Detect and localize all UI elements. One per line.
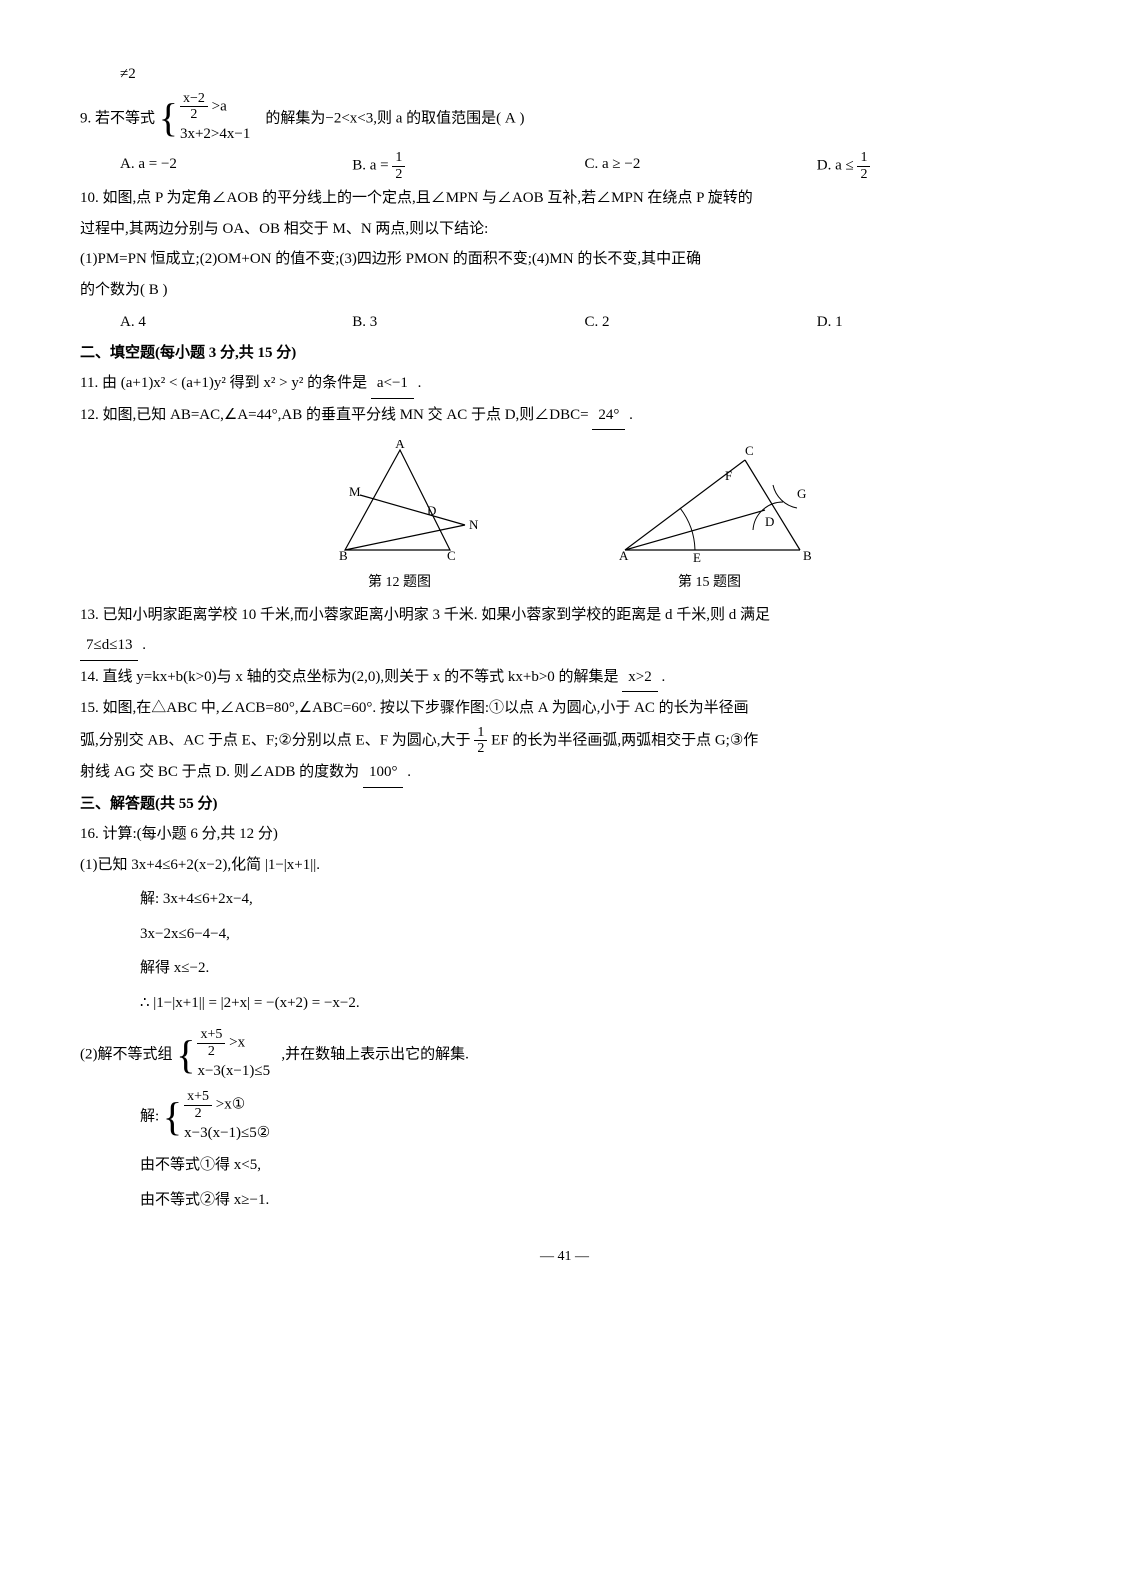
- svg-text:B: B: [339, 548, 348, 563]
- q15-line3: 射线 AG 交 BC 于点 D. 则∠ADB 的度数为 100° .: [80, 758, 1049, 788]
- q15-line2: 弧,分别交 AB、AC 于点 E、F;②分别以点 E、F 为圆心,大于 12 E…: [80, 725, 1049, 757]
- q9-answer: A: [505, 110, 516, 126]
- svg-text:A: A: [395, 440, 405, 451]
- figure-15: A B C D E F G 第 15 题图: [605, 440, 815, 597]
- q10-line2: 过程中,其两边分别与 OA、OB 相交于 M、N 两点,则以下结论:: [80, 215, 1049, 244]
- q9-system: { x−22 >a 3x+2>4x−1: [159, 91, 251, 147]
- q10-line4: 的个数为( B ): [80, 276, 1049, 305]
- question-11: 11. 由 (a+1)x² < (a+1)y² 得到 x² > y² 的条件是 …: [80, 369, 1049, 399]
- figure-12-caption: 第 12 题图: [315, 570, 485, 597]
- question-13: 13. 已知小明家距离学校 10 千米,而小蓉家距离小明家 3 千米. 如果小蓉…: [80, 601, 1049, 630]
- page-number: — 41 —: [80, 1244, 1049, 1271]
- question-9: 9. 若不等式 { x−22 >a 3x+2>4x−1 的解集为−2<x<3,则…: [80, 91, 1049, 147]
- q13-answer: 7≤d≤13: [80, 631, 138, 661]
- q10-choices: A. 4 B. 3 C. 2 D. 1: [120, 308, 1049, 337]
- q9-lead: 若不等式: [95, 110, 155, 126]
- question-16: 16. 计算:(每小题 6 分,共 12 分): [80, 820, 1049, 849]
- q15-answer: 100°: [363, 758, 404, 788]
- q9-num: 9.: [80, 110, 91, 126]
- q16-part1: (1)已知 3x+4≤6+2(x−2),化简 |1−|x+1||.: [80, 851, 1049, 880]
- q10-answer: B: [149, 282, 159, 298]
- svg-text:D: D: [427, 503, 436, 518]
- svg-text:C: C: [447, 548, 456, 563]
- figure-12: A B C M N D 第 12 题图: [315, 440, 485, 597]
- question-12: 12. 如图,已知 AB=AC,∠A=44°,AB 的垂直平分线 MN 交 AC…: [80, 401, 1049, 431]
- section-2-header: 二、填空题(每小题 3 分,共 15 分): [80, 339, 1049, 368]
- svg-text:D: D: [765, 514, 774, 529]
- q12-answer: 24°: [592, 401, 625, 431]
- svg-text:M: M: [349, 484, 361, 499]
- q10-choice-c: C. 2: [585, 308, 817, 337]
- q9-tail: 的解集为−2<x<3,则 a 的取值范围是(: [265, 110, 501, 126]
- q9-choices: A. a = −2 B. a = 12 C. a ≥ −2 D. a ≤ 12: [120, 150, 1049, 182]
- q10-choice-d: D. 1: [817, 308, 1049, 337]
- q16-part2: (2)解不等式组 { x+52 >x x−3(x−1)≤5 ,并在数轴上表示出它…: [80, 1027, 1049, 1083]
- svg-text:A: A: [619, 548, 629, 563]
- svg-text:G: G: [797, 486, 806, 501]
- q9-choice-a: A. a = −2: [120, 150, 352, 182]
- q9-choice-d: D. a ≤ 12: [817, 150, 1049, 182]
- q14-answer: x>2: [622, 663, 657, 693]
- q9-choice-c: C. a ≥ −2: [585, 150, 817, 182]
- question-10: 10. 如图,点 P 为定角∠AOB 的平分线上的一个定点,且∠MPN 与∠AO…: [80, 184, 1049, 213]
- q10-choice-b: B. 3: [352, 308, 584, 337]
- figure-row: A B C M N D 第 12 题图 A B C D E F G 第 15 题…: [80, 440, 1049, 597]
- q10-line3: (1)PM=PN 恒成立;(2)OM+ON 的值不变;(3)四边形 PMON 的…: [80, 245, 1049, 274]
- q13-answer-line: 7≤d≤13 .: [80, 631, 1049, 661]
- fragment-neq2: ≠2: [120, 60, 1049, 89]
- q9-choice-b: B. a = 12: [352, 150, 584, 182]
- q10-choice-a: A. 4: [120, 308, 352, 337]
- q16-sol1: 解: 3x+4≤6+2x−4, 3x−2x≤6−4−4, 解得 x≤−2. ∴ …: [140, 885, 1049, 1017]
- svg-text:F: F: [725, 468, 732, 483]
- question-15: 15. 如图,在△ABC 中,∠ACB=80°,∠ABC=60°. 按以下步骤作…: [80, 694, 1049, 723]
- svg-text:C: C: [745, 443, 754, 458]
- q16-sol2: 解: { x+52 >x① x−3(x−1)≤5② 由不等式①得 x<5, 由不…: [140, 1089, 1049, 1214]
- q11-answer: a<−1: [371, 369, 414, 399]
- svg-text:N: N: [469, 517, 479, 532]
- svg-text:E: E: [693, 550, 701, 565]
- question-14: 14. 直线 y=kx+b(k>0)与 x 轴的交点坐标为(2,0),则关于 x…: [80, 663, 1049, 693]
- section-3-header: 三、解答题(共 55 分): [80, 790, 1049, 819]
- figure-15-caption: 第 15 题图: [605, 570, 815, 597]
- svg-text:B: B: [803, 548, 812, 563]
